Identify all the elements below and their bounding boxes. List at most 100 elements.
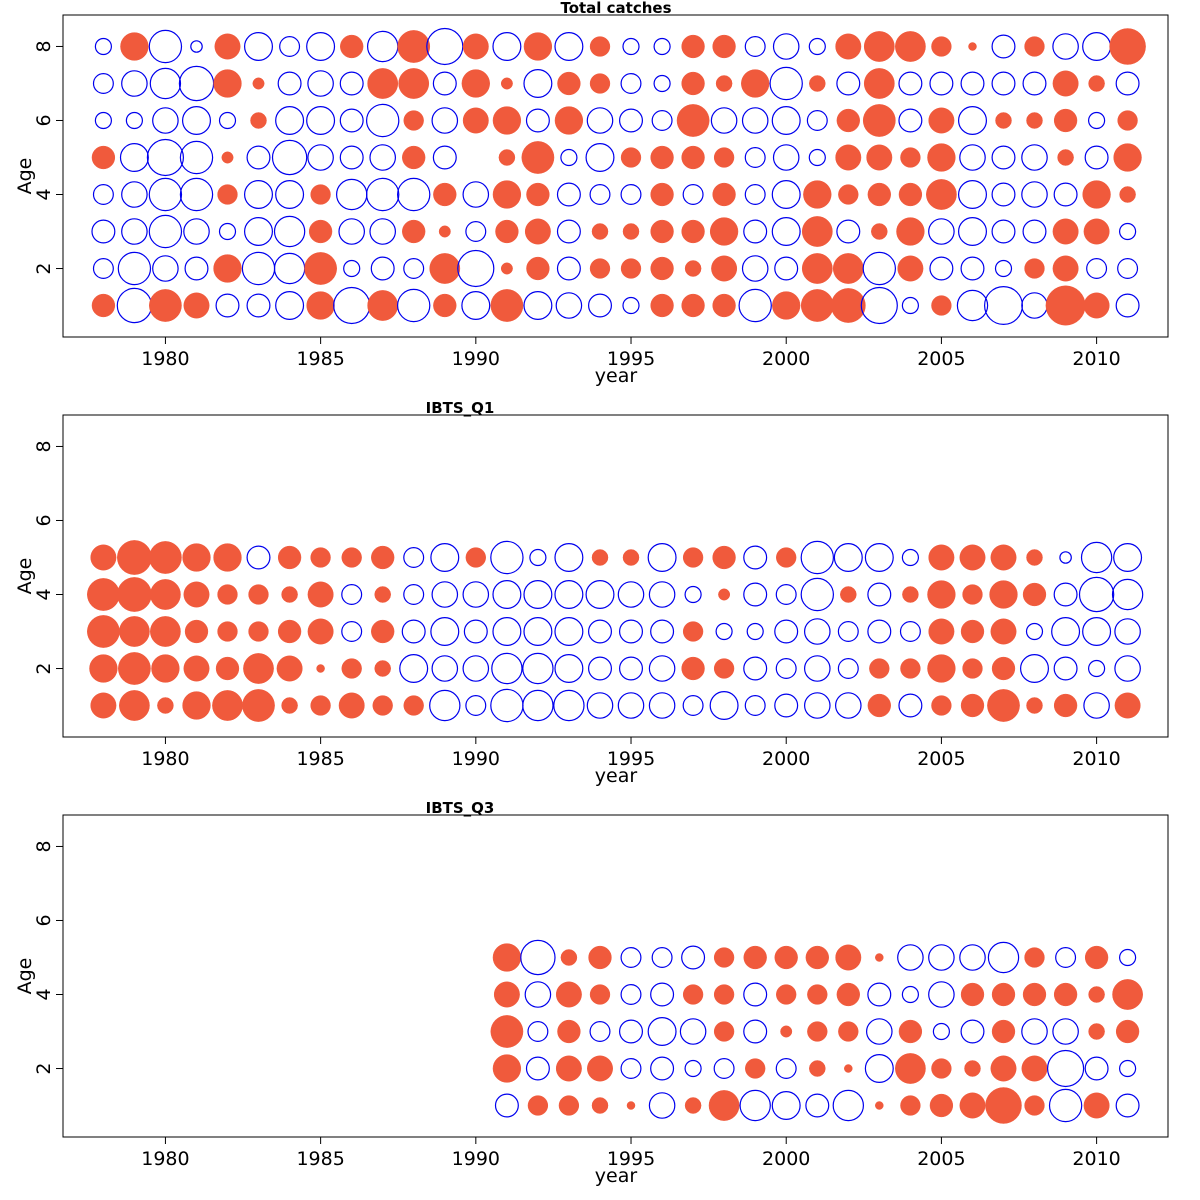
bubble-positive: [557, 71, 581, 96]
bubble-negative: [152, 255, 179, 282]
bubble-negative: [1086, 258, 1108, 280]
bubble-positive: [589, 73, 611, 94]
x-tick-label: 1985: [296, 748, 344, 770]
bubble-negative: [522, 652, 554, 685]
y-tick-label: 4: [33, 188, 55, 200]
bubble-negative: [775, 658, 797, 680]
bubble-positive: [962, 584, 983, 605]
panel-title: IBTS_Q3: [426, 799, 495, 817]
bubble-positive: [681, 219, 705, 244]
bubble-positive: [374, 660, 391, 677]
bubble-negative: [366, 103, 400, 138]
bubble-negative: [800, 577, 835, 612]
bubble-positive: [214, 33, 241, 60]
x-tick-label: 1980: [141, 1148, 189, 1170]
x-tick-label: 2000: [762, 748, 810, 770]
x-tick-label: 2000: [762, 1148, 810, 1170]
bubble-negative: [146, 138, 184, 177]
bubble-positive: [277, 545, 302, 570]
bubble-negative: [432, 71, 457, 96]
bubble-negative: [527, 1021, 549, 1043]
bubble-positive: [681, 145, 705, 170]
x-tick-label: 1990: [452, 1148, 500, 1170]
bubble-positive: [650, 145, 674, 170]
bubble-negative: [587, 619, 612, 644]
bubble-positive: [713, 658, 735, 679]
bubble-positive: [217, 621, 238, 642]
bubble-positive: [1024, 258, 1045, 279]
bubble-negative: [1087, 111, 1106, 130]
bubble-positive: [968, 42, 977, 51]
x-axis: 1980 1985 1990 1995 2000 2005 2010: [141, 337, 1121, 370]
bubble-positive: [87, 578, 120, 611]
bubble-negative: [587, 293, 612, 318]
bubble-negative: [525, 1056, 550, 1081]
bubble-positive: [182, 543, 211, 572]
bubble-negative: [901, 296, 920, 315]
bubble-positive: [712, 545, 736, 570]
bubble-negative: [462, 655, 490, 682]
bubble-negative: [1019, 654, 1049, 684]
bubble-negative: [932, 1022, 951, 1041]
bubble-positive: [398, 68, 430, 99]
bubble-positive: [118, 652, 151, 685]
bubble-negative: [1052, 1018, 1079, 1045]
bubble-negative: [119, 143, 149, 173]
bubble-negative: [648, 655, 676, 682]
bubble-negative: [275, 105, 305, 135]
bubble-positive: [776, 984, 797, 1005]
bubble-negative: [91, 219, 116, 244]
bubble-positive: [803, 180, 832, 209]
bubble-negative: [617, 581, 645, 608]
bubble-positive: [307, 581, 334, 608]
bubble-positive: [895, 1053, 926, 1084]
bubble-negative: [648, 692, 676, 719]
bubble-negative: [182, 105, 212, 135]
bubble-negative: [1114, 618, 1141, 645]
bubble-negative: [1084, 145, 1109, 170]
bubble-negative: [465, 221, 487, 243]
bubble-negative: [431, 655, 459, 682]
bubble-negative: [1118, 222, 1137, 241]
bubble-positive: [900, 1095, 921, 1116]
bubble-positive: [429, 253, 461, 284]
x-axis: 1980 1985 1990 1995 2000 2005 2010: [141, 1137, 1121, 1170]
bubble-negative: [339, 145, 364, 170]
bubble-positive: [524, 218, 551, 245]
bubble-negative: [585, 143, 615, 173]
x-tick-label: 1980: [141, 748, 189, 770]
bubble-negative: [1114, 655, 1141, 682]
bubble-negative: [715, 622, 733, 641]
bubble-positive: [560, 949, 578, 966]
bubble-negative: [397, 288, 431, 323]
bubble-positive: [991, 982, 1016, 1007]
bubble-negative: [684, 585, 702, 604]
bubble-negative: [774, 619, 799, 644]
bubble-negative: [991, 71, 1016, 96]
bubble-positive: [650, 182, 674, 207]
bubble-positive: [684, 1097, 702, 1114]
bubble-negative: [401, 619, 426, 644]
bubble-negative: [306, 105, 336, 135]
bubble-negative: [959, 144, 986, 171]
bubble-positive: [589, 36, 611, 57]
bubble-negative: [618, 1019, 643, 1044]
bubble-negative: [647, 543, 677, 573]
bubble-negative: [554, 654, 584, 684]
y-tick-label: 4: [33, 588, 55, 600]
bubble-negative: [653, 37, 671, 56]
bubble-positive: [622, 223, 640, 240]
bubble-positive: [183, 292, 210, 319]
bubble-positive: [151, 654, 180, 683]
bubble-positive: [248, 584, 269, 605]
bubble-positive: [367, 68, 399, 99]
bubble-negative: [743, 219, 768, 244]
bubble-negative: [648, 1092, 676, 1119]
bubble-negative: [554, 31, 584, 61]
bubble-negative: [462, 581, 490, 608]
bubble-positive: [927, 580, 956, 609]
bubble-positive: [682, 984, 704, 1005]
bubble-negative: [523, 68, 553, 98]
x-tick-label: 1995: [607, 1148, 655, 1170]
bubble-negative: [929, 71, 954, 96]
